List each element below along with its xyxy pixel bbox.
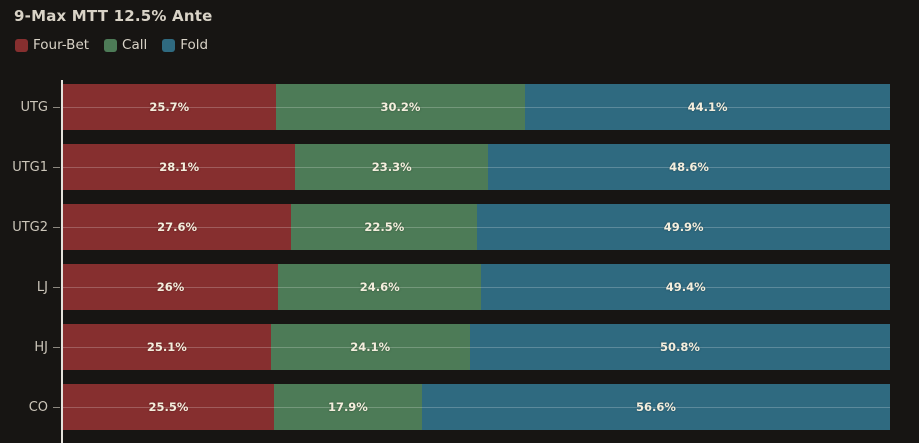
legend-item-call[interactable]: Call (104, 37, 147, 53)
legend-label: Four-Bet (33, 37, 90, 53)
bar-row-co: CO 25.5% 17.9% 56.6% (29, 384, 890, 430)
legend-swatch-fold (162, 38, 176, 52)
stacked-bar: 25.1% 24.1% 50.8% (63, 324, 890, 370)
legend-item-fold[interactable]: Fold (162, 37, 208, 53)
bar-row-utg1: UTG1 28.1% 23.3% 48.6% (12, 144, 890, 190)
legend: Four-Bet Call Fold (15, 37, 208, 53)
bar-segment-fold[interactable]: 49.4% (481, 264, 890, 310)
bar-segment-value: 50.8% (659, 340, 700, 354)
bar-segment-value: 25.7% (149, 100, 190, 114)
legend-label: Fold (180, 37, 209, 53)
bar-segment-value: 56.6% (635, 400, 676, 414)
bar-segment-fold[interactable]: 50.8% (469, 324, 890, 370)
stacked-bar: 27.6% 22.5% 49.9% (63, 204, 890, 250)
bar-segment-fold[interactable]: 48.6% (488, 144, 890, 190)
chart-title: 9-Max MTT 12.5% Ante (14, 7, 213, 25)
stacked-bar: 26% 24.6% 49.4% (63, 264, 890, 310)
bar-segment-four-bet[interactable]: 25.7% (63, 84, 276, 130)
bar-segment-value: 30.2% (380, 100, 421, 114)
bar-segment-value: 49.9% (663, 220, 704, 234)
bar-segment-four-bet[interactable]: 26% (63, 264, 279, 310)
bar-segment-call[interactable]: 30.2% (275, 84, 526, 130)
stacked-bar: 25.7% 30.2% 44.1% (63, 84, 890, 130)
bar-segment-four-bet[interactable]: 25.1% (63, 324, 271, 370)
bar-row-hj: HJ 25.1% 24.1% 50.8% (34, 324, 890, 370)
bar-segment-call[interactable]: 22.5% (291, 204, 478, 250)
category-label: LJ (36, 279, 48, 295)
legend-item-four-bet[interactable]: Four-Bet (15, 37, 89, 53)
bar-segment-four-bet[interactable]: 28.1% (63, 144, 296, 190)
bar-segment-value: 23.3% (371, 160, 412, 174)
bar-segment-value: 24.1% (350, 340, 391, 354)
category-label: UTG2 (12, 219, 48, 235)
bar-segment-value: 27.6% (157, 220, 198, 234)
chart-area: UTG 25.7% 30.2% 44.1% UTG1 28.1% 23.3% 48.6% UTG… (0, 80, 919, 443)
axis-tick (53, 227, 60, 228)
category-label: HJ (34, 339, 48, 355)
bar-segment-value: 25.1% (146, 340, 187, 354)
bar-segment-value: 44.1% (687, 100, 728, 114)
bar-segment-value: 49.4% (665, 280, 706, 294)
bar-rows: UTG 25.7% 30.2% 44.1% UTG1 28.1% 23.3% 48.6% UTG… (0, 80, 919, 430)
axis-tick (53, 167, 60, 168)
category-label: UTG1 (12, 159, 48, 175)
bar-segment-four-bet[interactable]: 25.5% (63, 384, 274, 430)
stacked-bar: 25.5% 17.9% 56.6% (63, 384, 890, 430)
bar-row-utg: UTG 25.7% 30.2% 44.1% (20, 84, 890, 130)
bar-row-utg2: UTG2 27.6% 22.5% 49.9% (12, 204, 890, 250)
bar-segment-fold[interactable]: 44.1% (525, 84, 890, 130)
category-label: CO (28, 399, 48, 415)
axis-tick (53, 107, 60, 108)
bar-segment-four-bet[interactable]: 27.6% (63, 204, 292, 250)
bar-segment-value: 24.6% (359, 280, 400, 294)
y-axis-line (61, 80, 63, 443)
legend-swatch-four-bet (15, 38, 28, 52)
bar-segment-call[interactable]: 24.1% (270, 324, 470, 370)
stacked-bar: 28.1% 23.3% 48.6% (63, 144, 890, 190)
bar-segment-call[interactable]: 24.6% (278, 264, 482, 310)
bar-segment-value: 48.6% (669, 160, 709, 174)
bar-segment-fold[interactable]: 56.6% (421, 384, 890, 430)
legend-label: Call (122, 37, 148, 53)
bar-segment-call[interactable]: 23.3% (295, 144, 489, 190)
bar-segment-value: 22.5% (364, 220, 405, 234)
bar-segment-value: 28.1% (159, 160, 200, 174)
category-label: UTG (20, 99, 48, 115)
bar-row-lj: LJ 26% 24.6% 49.4% (37, 264, 890, 310)
axis-tick (53, 407, 60, 408)
bar-segment-value: 17.9% (327, 400, 368, 414)
bar-segment-fold[interactable]: 49.9% (477, 204, 890, 250)
legend-swatch-call (104, 38, 118, 52)
bar-segment-value: 25.5% (148, 400, 189, 414)
axis-tick (53, 347, 60, 348)
axis-tick (53, 287, 60, 288)
bar-segment-value: 26% (156, 280, 185, 294)
bar-segment-call[interactable]: 17.9% (273, 384, 422, 430)
